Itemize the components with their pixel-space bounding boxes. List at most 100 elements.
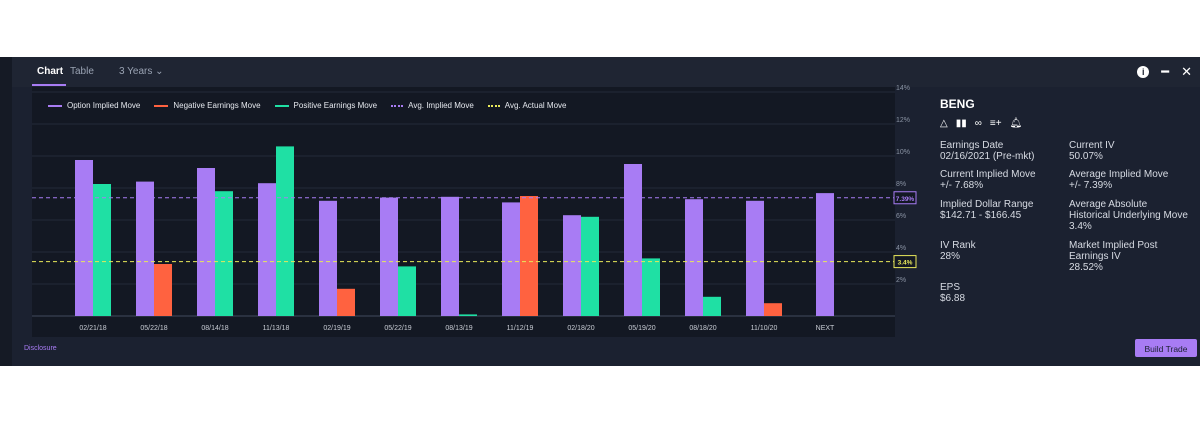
bar-positive xyxy=(93,184,111,316)
stat-item: Earnings Date 02/16/2021 (Pre-mkt) xyxy=(940,140,1060,162)
info-icon[interactable]: i xyxy=(1137,66,1150,78)
stat-item: Average Absolute Historical Underlying M… xyxy=(1069,199,1189,232)
stat-value: +/- 7.68% xyxy=(940,180,984,191)
range-dropdown[interactable]: 3 Years ⌄ xyxy=(119,66,164,77)
bar-negative xyxy=(520,196,538,316)
x-tick-label: 11/12/19 xyxy=(507,325,534,332)
stat-label: Earnings Date xyxy=(940,140,1004,151)
x-tick-label: 11/10/20 xyxy=(751,325,778,332)
chart-area: 2% 4% 6% 8% 10% 12% 14% 02/21/18 05/22/18 08/14/1… xyxy=(32,85,917,337)
bar-implied xyxy=(75,160,93,316)
bar-implied xyxy=(441,196,459,316)
x-tick-label: 02/19/19 xyxy=(323,325,350,332)
disclosure-link[interactable]: Disclosure xyxy=(24,345,57,352)
stat-label: Average Implied Move xyxy=(1069,169,1169,180)
stat-value: +/- 7.39% xyxy=(1069,180,1113,191)
x-tick-label: 05/19/20 xyxy=(628,325,655,332)
build-trade-button[interactable]: Build Trade xyxy=(1135,339,1197,357)
legend-item[interactable]: Positive Earnings Move xyxy=(274,101,378,110)
stat-value: 28.52% xyxy=(1069,262,1103,273)
stat-label: Implied Dollar Range xyxy=(940,199,1034,210)
active-tab-indicator xyxy=(32,84,66,86)
stat-value: 50.07% xyxy=(1069,151,1103,162)
x-tick-label: 11/13/18 xyxy=(263,325,290,332)
stat-item: Market Implied Post Earnings IV 28.52% xyxy=(1069,240,1194,273)
legend-label: Positive Earnings Move xyxy=(293,101,378,110)
bar-implied xyxy=(136,181,154,316)
stat-label: Current IV xyxy=(1069,140,1115,151)
stat-value: 28% xyxy=(940,251,961,262)
y-tick-label: 14% xyxy=(896,85,910,92)
bar-positive xyxy=(642,258,660,316)
bar-implied xyxy=(258,183,276,316)
bar-positive xyxy=(703,296,721,316)
minimize-icon[interactable]: ━ xyxy=(1161,64,1170,79)
legend-label: Avg. Actual Move xyxy=(504,101,567,110)
chart-svg: 2% 4% 6% 8% 10% 12% 14% 02/21/18 05/22/18 08/14/1… xyxy=(32,85,917,332)
stat-value: $142.71 - $166.45 xyxy=(940,210,1022,221)
bar-negative xyxy=(764,303,782,316)
stat-item: Average Implied Move +/- 7.39% xyxy=(1069,169,1189,191)
stat-label: Current Implied Move xyxy=(940,169,1036,180)
left-strip xyxy=(0,57,12,366)
bar-implied xyxy=(816,193,834,316)
x-tick-label: 05/22/18 xyxy=(140,325,167,332)
x-tick-label: 08/18/20 xyxy=(689,325,716,332)
stat-item: IV Rank 28% xyxy=(940,240,1060,262)
ticker: BENG xyxy=(940,97,975,111)
y-tick-label: 4% xyxy=(896,245,906,252)
x-tick-label: 02/21/18 xyxy=(79,325,106,332)
legend-item[interactable]: Option Implied Move xyxy=(48,101,140,110)
stat-label: Average Absolute Historical Underlying M… xyxy=(1069,199,1188,221)
stats-sidebar: BENG △ ▮▮ ∞ ≡+ 🔔︎ Earnings Date 02/16/202… xyxy=(940,97,1190,304)
x-tick-label: 08/13/19 xyxy=(445,325,472,332)
candles-icon[interactable]: ▮▮ xyxy=(955,118,967,129)
bar-implied xyxy=(197,168,215,316)
legend: Option Implied Move Negative Earnings Mo… xyxy=(48,101,566,110)
bar-positive xyxy=(459,314,477,316)
legend-item[interactable]: Negative Earnings Move xyxy=(154,101,261,110)
tab-table[interactable]: Table xyxy=(70,66,94,77)
stat-value: 02/16/2021 (Pre-mkt) xyxy=(940,151,1035,162)
stat-label: EPS xyxy=(940,282,961,293)
earnings-panel: Chart Table 3 Years ⌄ i ━ ✕ 2% 4% 6% 8% 10% 1… xyxy=(0,57,1200,366)
legend-label: Negative Earnings Move xyxy=(173,101,261,110)
stat-item: Current Implied Move +/- 7.68% xyxy=(940,169,1060,191)
bar-positive xyxy=(581,216,599,316)
bar-positive xyxy=(398,266,416,316)
bell-icon[interactable]: 🔔︎ xyxy=(1009,118,1023,129)
legend-item[interactable]: Avg. Actual Move xyxy=(487,101,567,110)
legend-item[interactable]: Avg. Implied Move xyxy=(391,101,474,110)
triangle-icon[interactable]: △ xyxy=(940,118,948,129)
stat-label: Market Implied Post Earnings IV xyxy=(1069,240,1158,262)
y-tick-label: 2% xyxy=(896,277,906,284)
close-icon[interactable]: ✕ xyxy=(1181,64,1192,79)
x-tick-label: 05/22/19 xyxy=(384,325,411,332)
bar-implied xyxy=(380,197,398,316)
y-tick-label: 8% xyxy=(896,181,906,188)
x-tick-label: 08/14/18 xyxy=(201,325,228,332)
stat-item: Current IV 50.07% xyxy=(1069,140,1189,162)
stat-item: Implied Dollar Range $142.71 - $166.45 xyxy=(940,199,1060,221)
bar-negative xyxy=(154,264,172,316)
add-list-icon[interactable]: ≡+ xyxy=(989,118,1002,129)
y-tick-label: 12% xyxy=(896,117,910,124)
stat-item: EPS $6.88 xyxy=(940,282,1060,304)
stat-label: IV Rank xyxy=(940,240,976,251)
top-bar: Chart Table 3 Years ⌄ i ━ ✕ xyxy=(12,57,1200,87)
y-tick-label: 6% xyxy=(896,213,906,220)
bar-implied xyxy=(685,199,703,316)
stat-value: 3.4% xyxy=(1069,221,1092,232)
bar-implied xyxy=(563,215,581,316)
x-tick-label: NEXT xyxy=(816,325,835,332)
bar-implied xyxy=(502,202,520,316)
legend-label: Option Implied Move xyxy=(67,101,141,110)
stat-value: $6.88 xyxy=(940,293,966,304)
bar-implied xyxy=(746,200,764,316)
bar-positive xyxy=(215,191,233,316)
reference-label: 3.4% xyxy=(898,260,913,267)
link-icon[interactable]: ∞ xyxy=(974,118,982,129)
y-tick-label: 10% xyxy=(896,149,910,156)
tab-chart[interactable]: Chart xyxy=(37,66,64,77)
bar-negative xyxy=(337,288,355,316)
